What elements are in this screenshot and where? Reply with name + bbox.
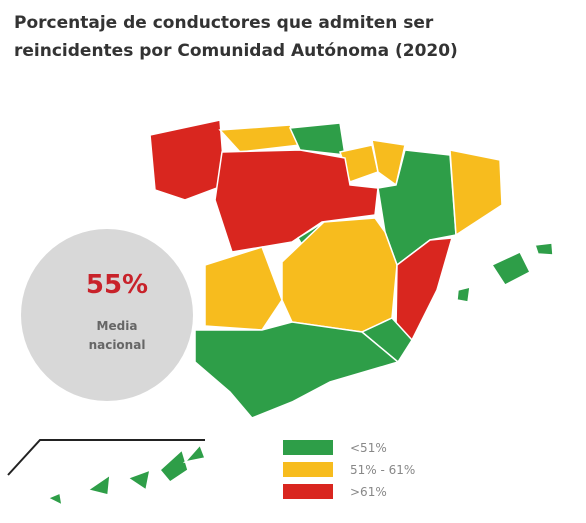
legend-label: 51% - 61% [350,463,415,477]
title-line: Porcentaje de conductores que admiten se… [14,13,434,33]
legend: <51% 51% - 61% >61% [283,440,415,499]
region [46,491,63,507]
region [194,321,400,419]
region [182,443,207,464]
region [281,217,398,333]
average-circle [21,229,193,401]
average-caption: Media [97,319,138,333]
average-caption: nacional [89,338,146,352]
region [456,286,471,303]
region [158,448,189,483]
average-value: 55% [86,270,148,300]
legend-swatch [283,484,333,499]
legend-label: <51% [350,441,387,455]
region [218,124,302,153]
region [204,246,283,331]
inset-border [7,439,205,476]
region [533,242,554,256]
region [149,119,226,201]
region [86,473,111,496]
map [7,119,554,507]
legend-swatch [283,440,333,455]
legend-label: >61% [350,485,387,499]
title-line: reincidentes por Comunidad Autónoma (202… [14,41,458,61]
region [214,149,379,253]
legend-swatch [283,462,333,477]
region [449,149,503,237]
region [126,468,151,492]
region [490,251,532,286]
